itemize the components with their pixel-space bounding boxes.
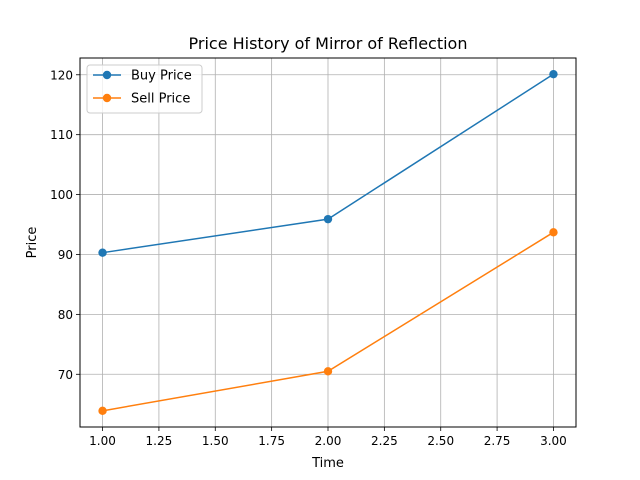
x-tick-label: 2.00 <box>315 434 342 448</box>
y-tick-label: 90 <box>58 248 73 262</box>
x-axis-title: Time <box>311 456 344 471</box>
y-tick-label: 80 <box>58 308 73 322</box>
y-tick-label: 100 <box>50 188 73 202</box>
buy-price-legend-marker <box>102 70 112 80</box>
chart-title: Price History of Mirror of Reflection <box>189 34 468 53</box>
legend: Buy Price Sell Price <box>86 64 203 114</box>
tick-marks: 1.00 1.25 1.50 1.75 2.00 2.25 2.50 2.75 3.00 70 80… <box>50 68 567 448</box>
x-tick-label: 1.50 <box>202 434 229 448</box>
x-tick-label: 1.00 <box>89 434 116 448</box>
buy-price-legend-label: Buy Price <box>131 69 192 84</box>
x-tick-label: 1.25 <box>146 434 173 448</box>
sell-price-legend-label: Sell Price <box>131 92 190 107</box>
y-tick-label: 70 <box>58 368 73 382</box>
buy-price-point <box>549 69 558 79</box>
y-tick-label: 120 <box>50 68 73 82</box>
sell-price-legend-marker <box>102 93 112 103</box>
series-group <box>98 69 558 416</box>
x-tick-label: 2.25 <box>371 434 398 448</box>
y-axis-title: Price <box>25 227 40 259</box>
buy-price-point <box>323 214 333 224</box>
y-tick-label: 110 <box>50 128 73 142</box>
sell-price-point <box>323 367 333 376</box>
legend-box <box>86 64 203 114</box>
x-tick-label: 2.75 <box>484 434 511 448</box>
x-tick-label: 2.50 <box>427 434 454 448</box>
x-tick-label: 1.75 <box>258 434 285 448</box>
x-tick-label: 3.00 <box>540 434 567 448</box>
sell-price-point <box>549 228 558 237</box>
buy-price-point <box>98 248 107 257</box>
sell-price-point <box>98 406 107 416</box>
